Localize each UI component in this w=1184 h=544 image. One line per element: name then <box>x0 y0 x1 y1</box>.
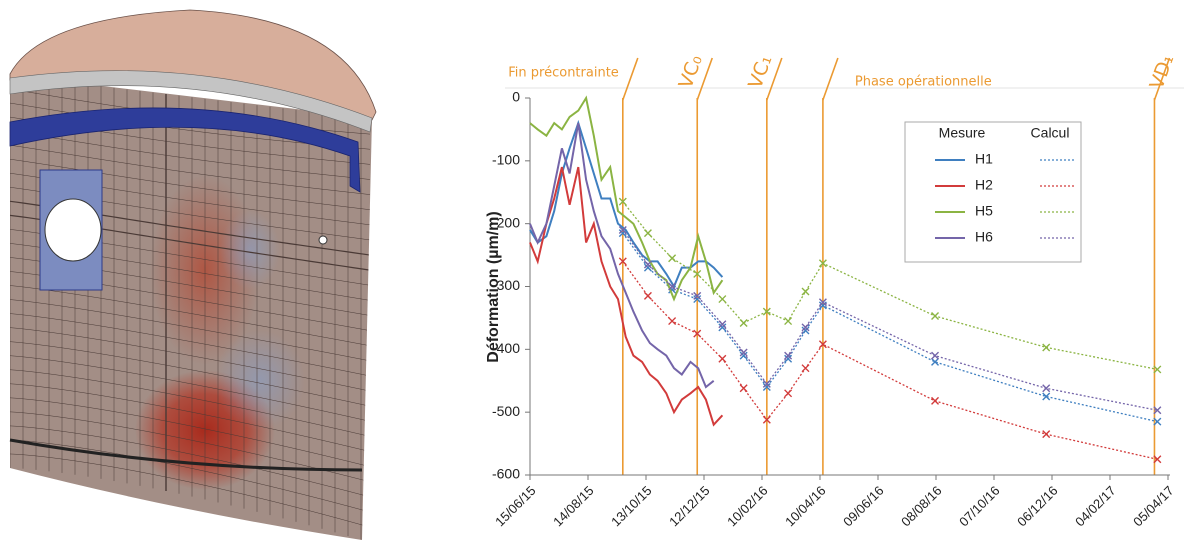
legend: Mesure Calcul H1 H2 H5 H6 <box>905 122 1081 262</box>
calculated-marker <box>785 318 792 325</box>
legend-header: Calcul <box>1031 125 1070 141</box>
calculated-marker <box>644 230 651 237</box>
legend-label: H1 <box>975 151 993 167</box>
hatch-hole <box>45 199 101 261</box>
y-tick-label: -600 <box>492 466 520 482</box>
x-tick-label: 13/10/15 <box>608 483 654 529</box>
event-slash <box>823 58 838 100</box>
fem-model <box>10 10 376 540</box>
figure: Fin précontrainteVC₀VC₁Phase opérationne… <box>0 0 1184 544</box>
legend-box <box>905 122 1081 262</box>
calculated-marker <box>932 397 939 404</box>
calculated-marker <box>785 390 792 397</box>
x-tick-label: 08/08/16 <box>898 483 944 529</box>
y-axis-title: Déformation (µm/m) <box>485 211 502 362</box>
events: Fin précontrainteVC₀VC₁Phase opérationne… <box>508 52 1178 475</box>
x-tick-label: 05/04/17 <box>1130 483 1176 529</box>
x-tick-label: 09/06/16 <box>840 483 886 529</box>
event-label: Fin précontrainte <box>508 66 619 81</box>
calculated-marker <box>719 296 726 303</box>
calculated-marker <box>644 292 651 299</box>
calculated-marker <box>932 358 939 365</box>
x-tick-label: 10/02/16 <box>724 483 770 529</box>
legend-label: H6 <box>975 229 993 245</box>
legend-label: H5 <box>975 203 993 219</box>
calculated-marker <box>1043 431 1050 438</box>
x-tick-label: 07/10/16 <box>956 483 1002 529</box>
calculated-marker <box>740 319 747 326</box>
stress-zone <box>215 330 305 430</box>
x-tick-label: 04/02/17 <box>1072 483 1118 529</box>
y-tick-label: -100 <box>492 152 520 168</box>
event-label: Phase opérationnelle <box>855 75 992 90</box>
y-tick-label: -500 <box>492 403 520 419</box>
stress-zone <box>220 210 280 290</box>
calculated-line <box>623 261 1158 459</box>
calculated-marker <box>932 352 939 359</box>
x-tick-label: 15/06/15 <box>492 483 538 529</box>
calculated-marker <box>740 385 747 392</box>
calculated-marker <box>669 255 676 262</box>
event-slash <box>623 58 638 100</box>
measured-line <box>530 123 714 387</box>
calculated-marker <box>669 318 676 325</box>
calculated-marker <box>802 288 809 295</box>
x-tick-label: 12/12/15 <box>666 483 712 529</box>
event-label: VD₁ <box>1146 52 1179 93</box>
calculated-marker <box>932 313 939 320</box>
calculated-marker <box>1043 344 1050 351</box>
calculated-marker <box>719 355 726 362</box>
penetration <box>319 236 327 244</box>
x-tick-label: 06/12/16 <box>1014 483 1060 529</box>
x-tick-label: 10/04/16 <box>782 483 828 529</box>
legend-label: H2 <box>975 177 993 193</box>
calculated-marker <box>802 365 809 372</box>
y-tick-label: 0 <box>512 89 520 105</box>
x-tick-label: 14/08/15 <box>550 483 596 529</box>
legend-header: Mesure <box>939 125 986 141</box>
